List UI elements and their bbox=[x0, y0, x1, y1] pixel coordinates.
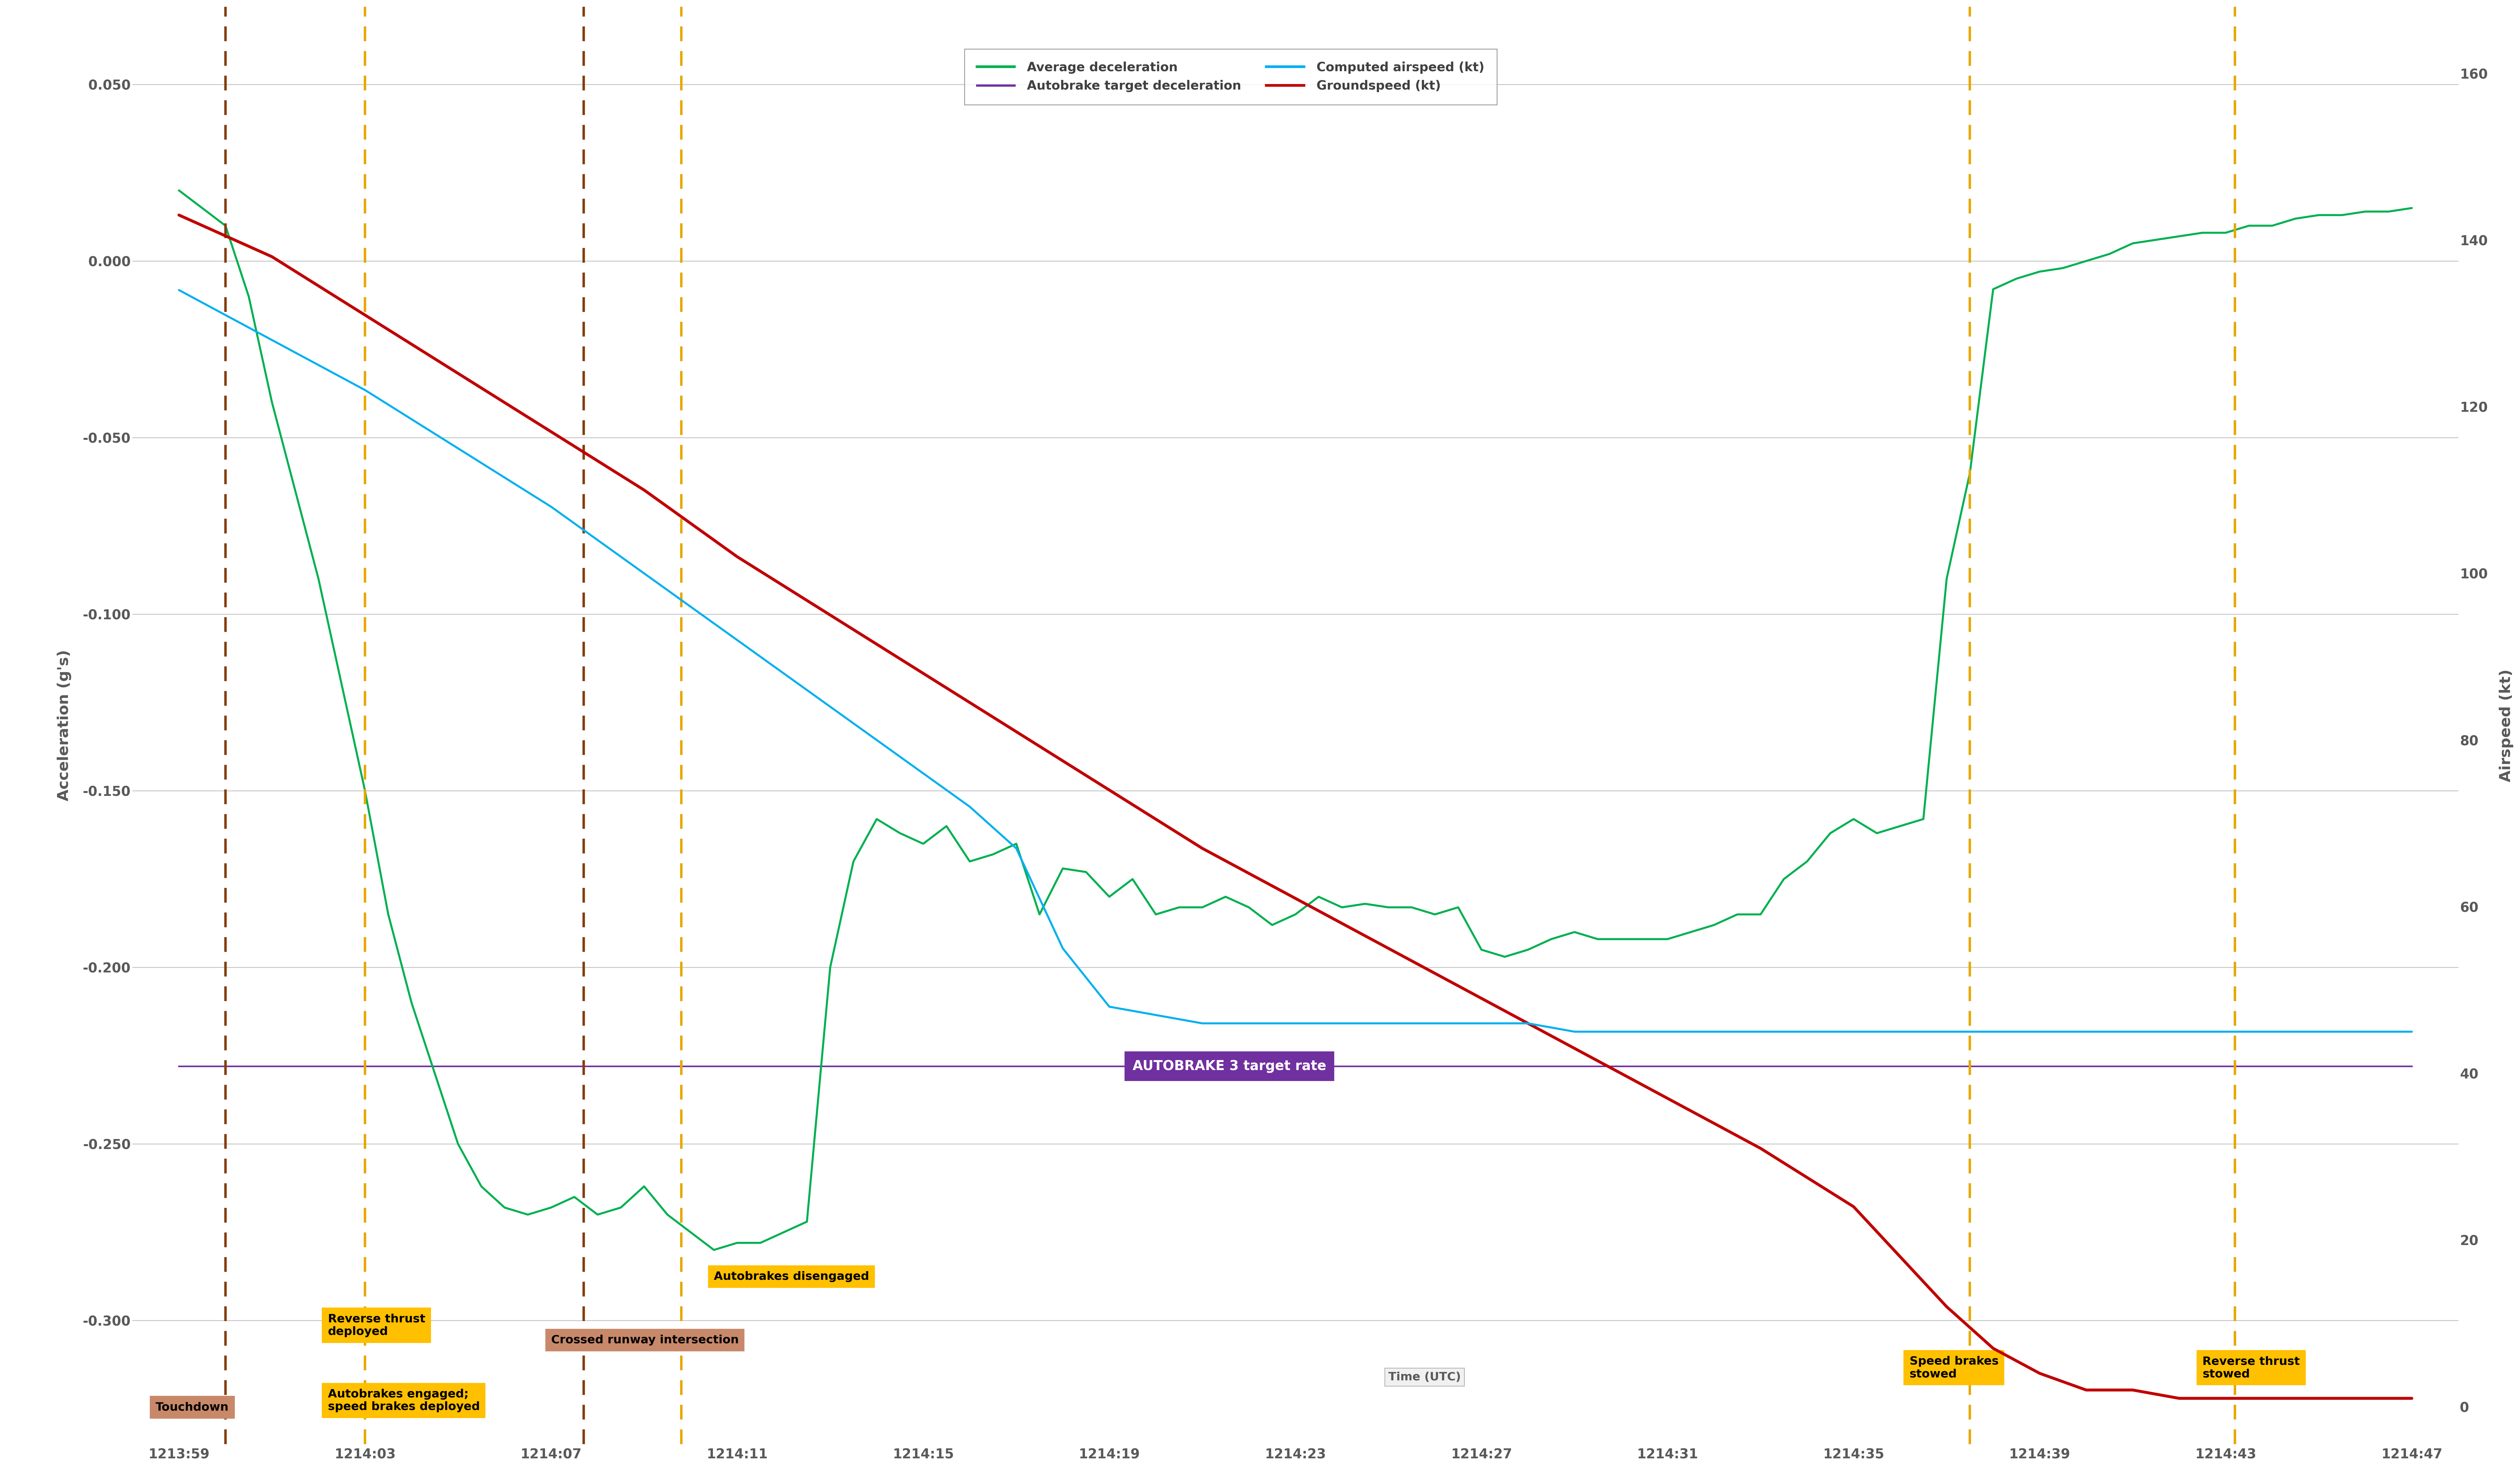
Y-axis label: Acceleration (g's): Acceleration (g's) bbox=[58, 650, 71, 802]
Text: AUTOBRAKE 3 target rate: AUTOBRAKE 3 target rate bbox=[1131, 1060, 1326, 1073]
Text: Autobrakes engaged;
speed brakes deployed: Autobrakes engaged; speed brakes deploye… bbox=[328, 1389, 479, 1412]
Text: Reverse thrust
deployed: Reverse thrust deployed bbox=[328, 1314, 426, 1337]
Y-axis label: Airspeed (kt): Airspeed (kt) bbox=[2500, 669, 2512, 782]
Text: Autobrakes disengaged: Autobrakes disengaged bbox=[713, 1271, 869, 1282]
Text: Crossed runway intersection: Crossed runway intersection bbox=[552, 1334, 738, 1346]
Text: Time (UTC): Time (UTC) bbox=[1389, 1371, 1462, 1383]
Text: Speed brakes
stowed: Speed brakes stowed bbox=[1910, 1356, 1998, 1380]
Legend: Average deceleration, Autobrake target deceleration, Computed airspeed (kt), Gro: Average deceleration, Autobrake target d… bbox=[965, 48, 1497, 104]
Text: Touchdown: Touchdown bbox=[156, 1402, 229, 1412]
Text: Reverse thrust
stowed: Reverse thrust stowed bbox=[2202, 1356, 2301, 1380]
